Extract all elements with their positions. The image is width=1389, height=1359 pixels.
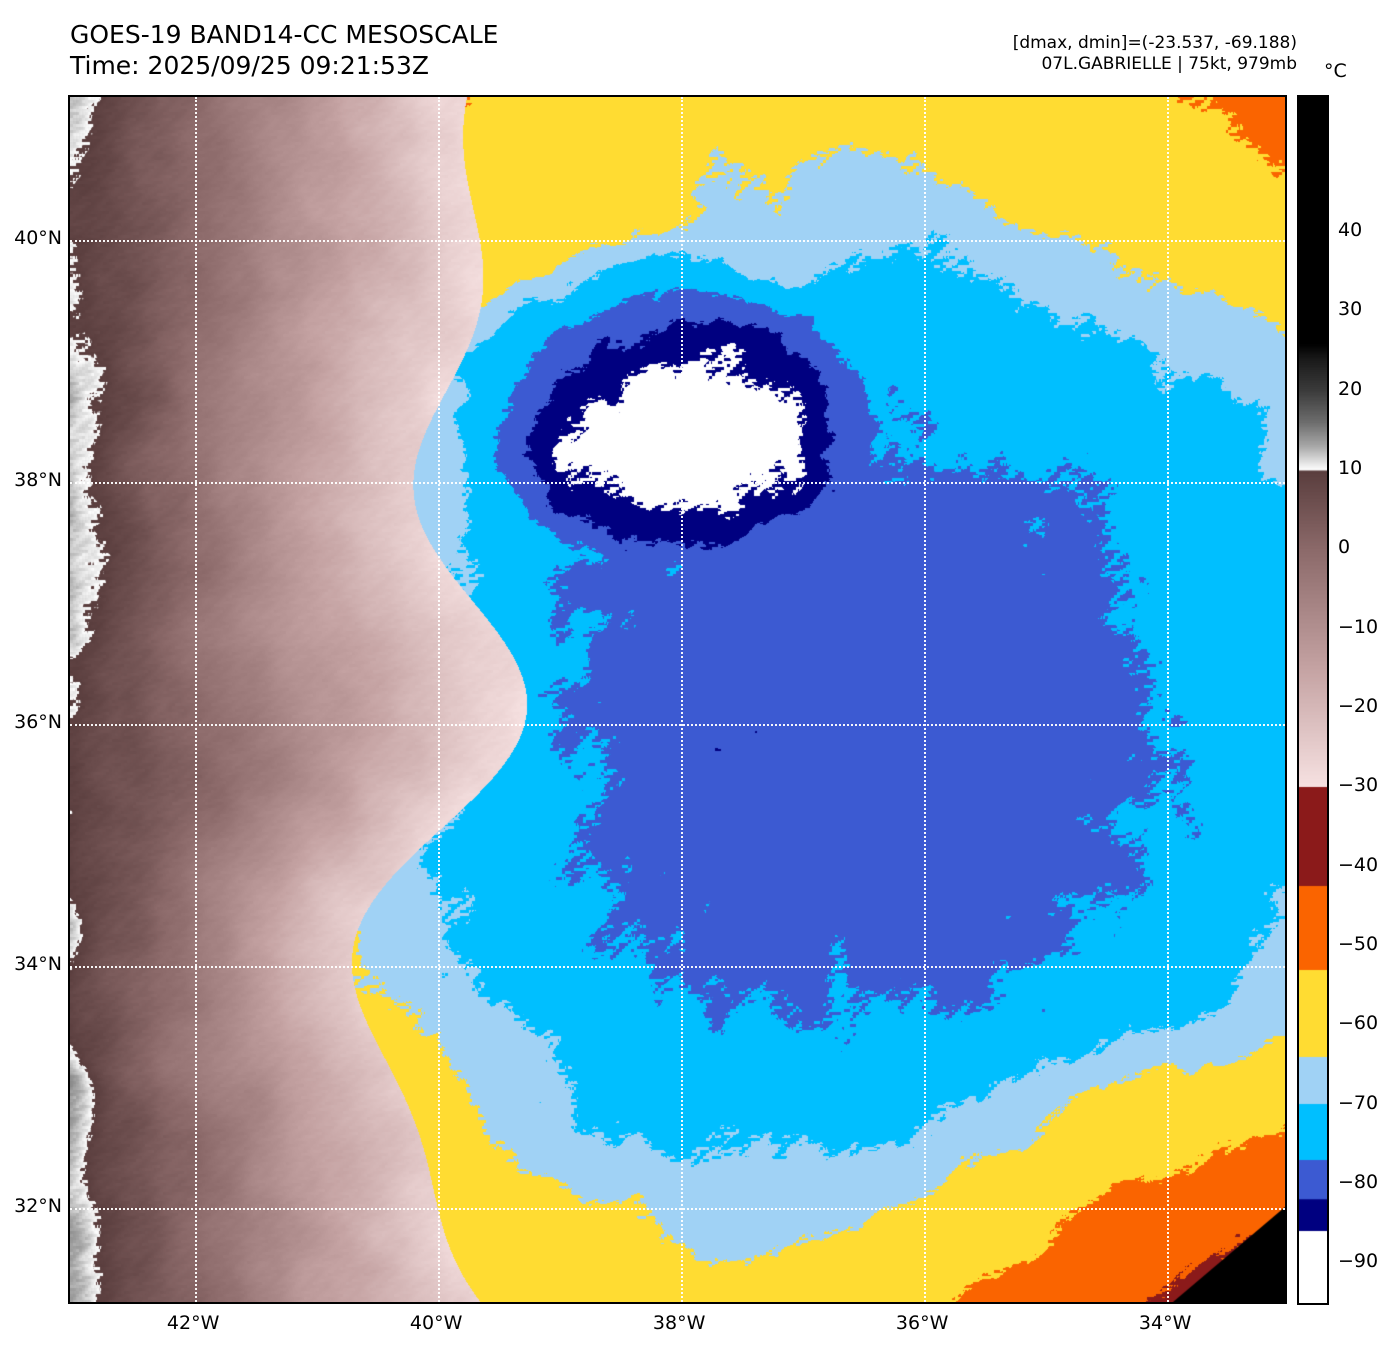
lat-tick-1: 38°N	[14, 468, 62, 491]
lon-tick-0: 42°W	[166, 1312, 220, 1334]
colorbar-tick-2: 20	[1338, 377, 1363, 400]
colorbar[interactable]	[1297, 95, 1329, 1305]
title-block: GOES-19 BAND14-CC MESOSCALE Time: 2025/0…	[70, 20, 498, 81]
colorbar-tick-3: 10	[1338, 456, 1363, 479]
colorbar-tick-8: −40	[1338, 853, 1379, 876]
colorbar-tick-11: −70	[1338, 1091, 1379, 1114]
colorbar-tick-5: −10	[1338, 615, 1379, 638]
lon-tick-2: 38°W	[652, 1312, 706, 1334]
satellite-plot[interactable]: Copyright © 2020-2025 Dapiya	[68, 95, 1287, 1304]
colorbar-tick-1: 30	[1338, 298, 1363, 321]
colorbar-tick-9: −50	[1338, 932, 1379, 955]
lat-tick-4: 32°N	[14, 1194, 62, 1217]
colorbar-tick-10: −60	[1338, 1012, 1379, 1035]
colorbar-tick-6: −20	[1338, 694, 1379, 717]
storm-info-label: 07L.GABRIELLE | 75kt, 979mb	[1041, 54, 1297, 75]
lat-tick-3: 34°N	[14, 952, 62, 975]
colorbar-tick-13: −90	[1338, 1250, 1379, 1273]
lon-tick-3: 36°W	[895, 1312, 949, 1334]
dmax-dmin-label: [dmax, dmin]=(-23.537, -69.188)	[1012, 33, 1297, 53]
colorbar-unit-label: °C	[1324, 60, 1347, 82]
timestamp-label: Time: 2025/09/25 09:21:53Z	[70, 50, 429, 80]
colorbar-tick-7: −30	[1338, 774, 1379, 797]
metadata-block: [dmax, dmin]=(-23.537, -69.188) 07L.GABR…	[1013, 33, 1297, 76]
lat-tick-0: 40°N	[14, 226, 62, 249]
colorbar-tick-12: −80	[1338, 1170, 1379, 1193]
colorbar-tick-0: 40	[1338, 218, 1363, 241]
lon-tick-1: 40°W	[409, 1312, 463, 1334]
satellite-image-canvas	[70, 97, 1285, 1302]
lon-tick-4: 34°W	[1138, 1312, 1192, 1334]
colorbar-gradient	[1299, 97, 1327, 1303]
page-title: GOES-19 BAND14-CC MESOSCALE	[70, 20, 499, 49]
lat-tick-2: 36°N	[14, 710, 62, 733]
colorbar-tick-4: 0	[1338, 536, 1351, 559]
